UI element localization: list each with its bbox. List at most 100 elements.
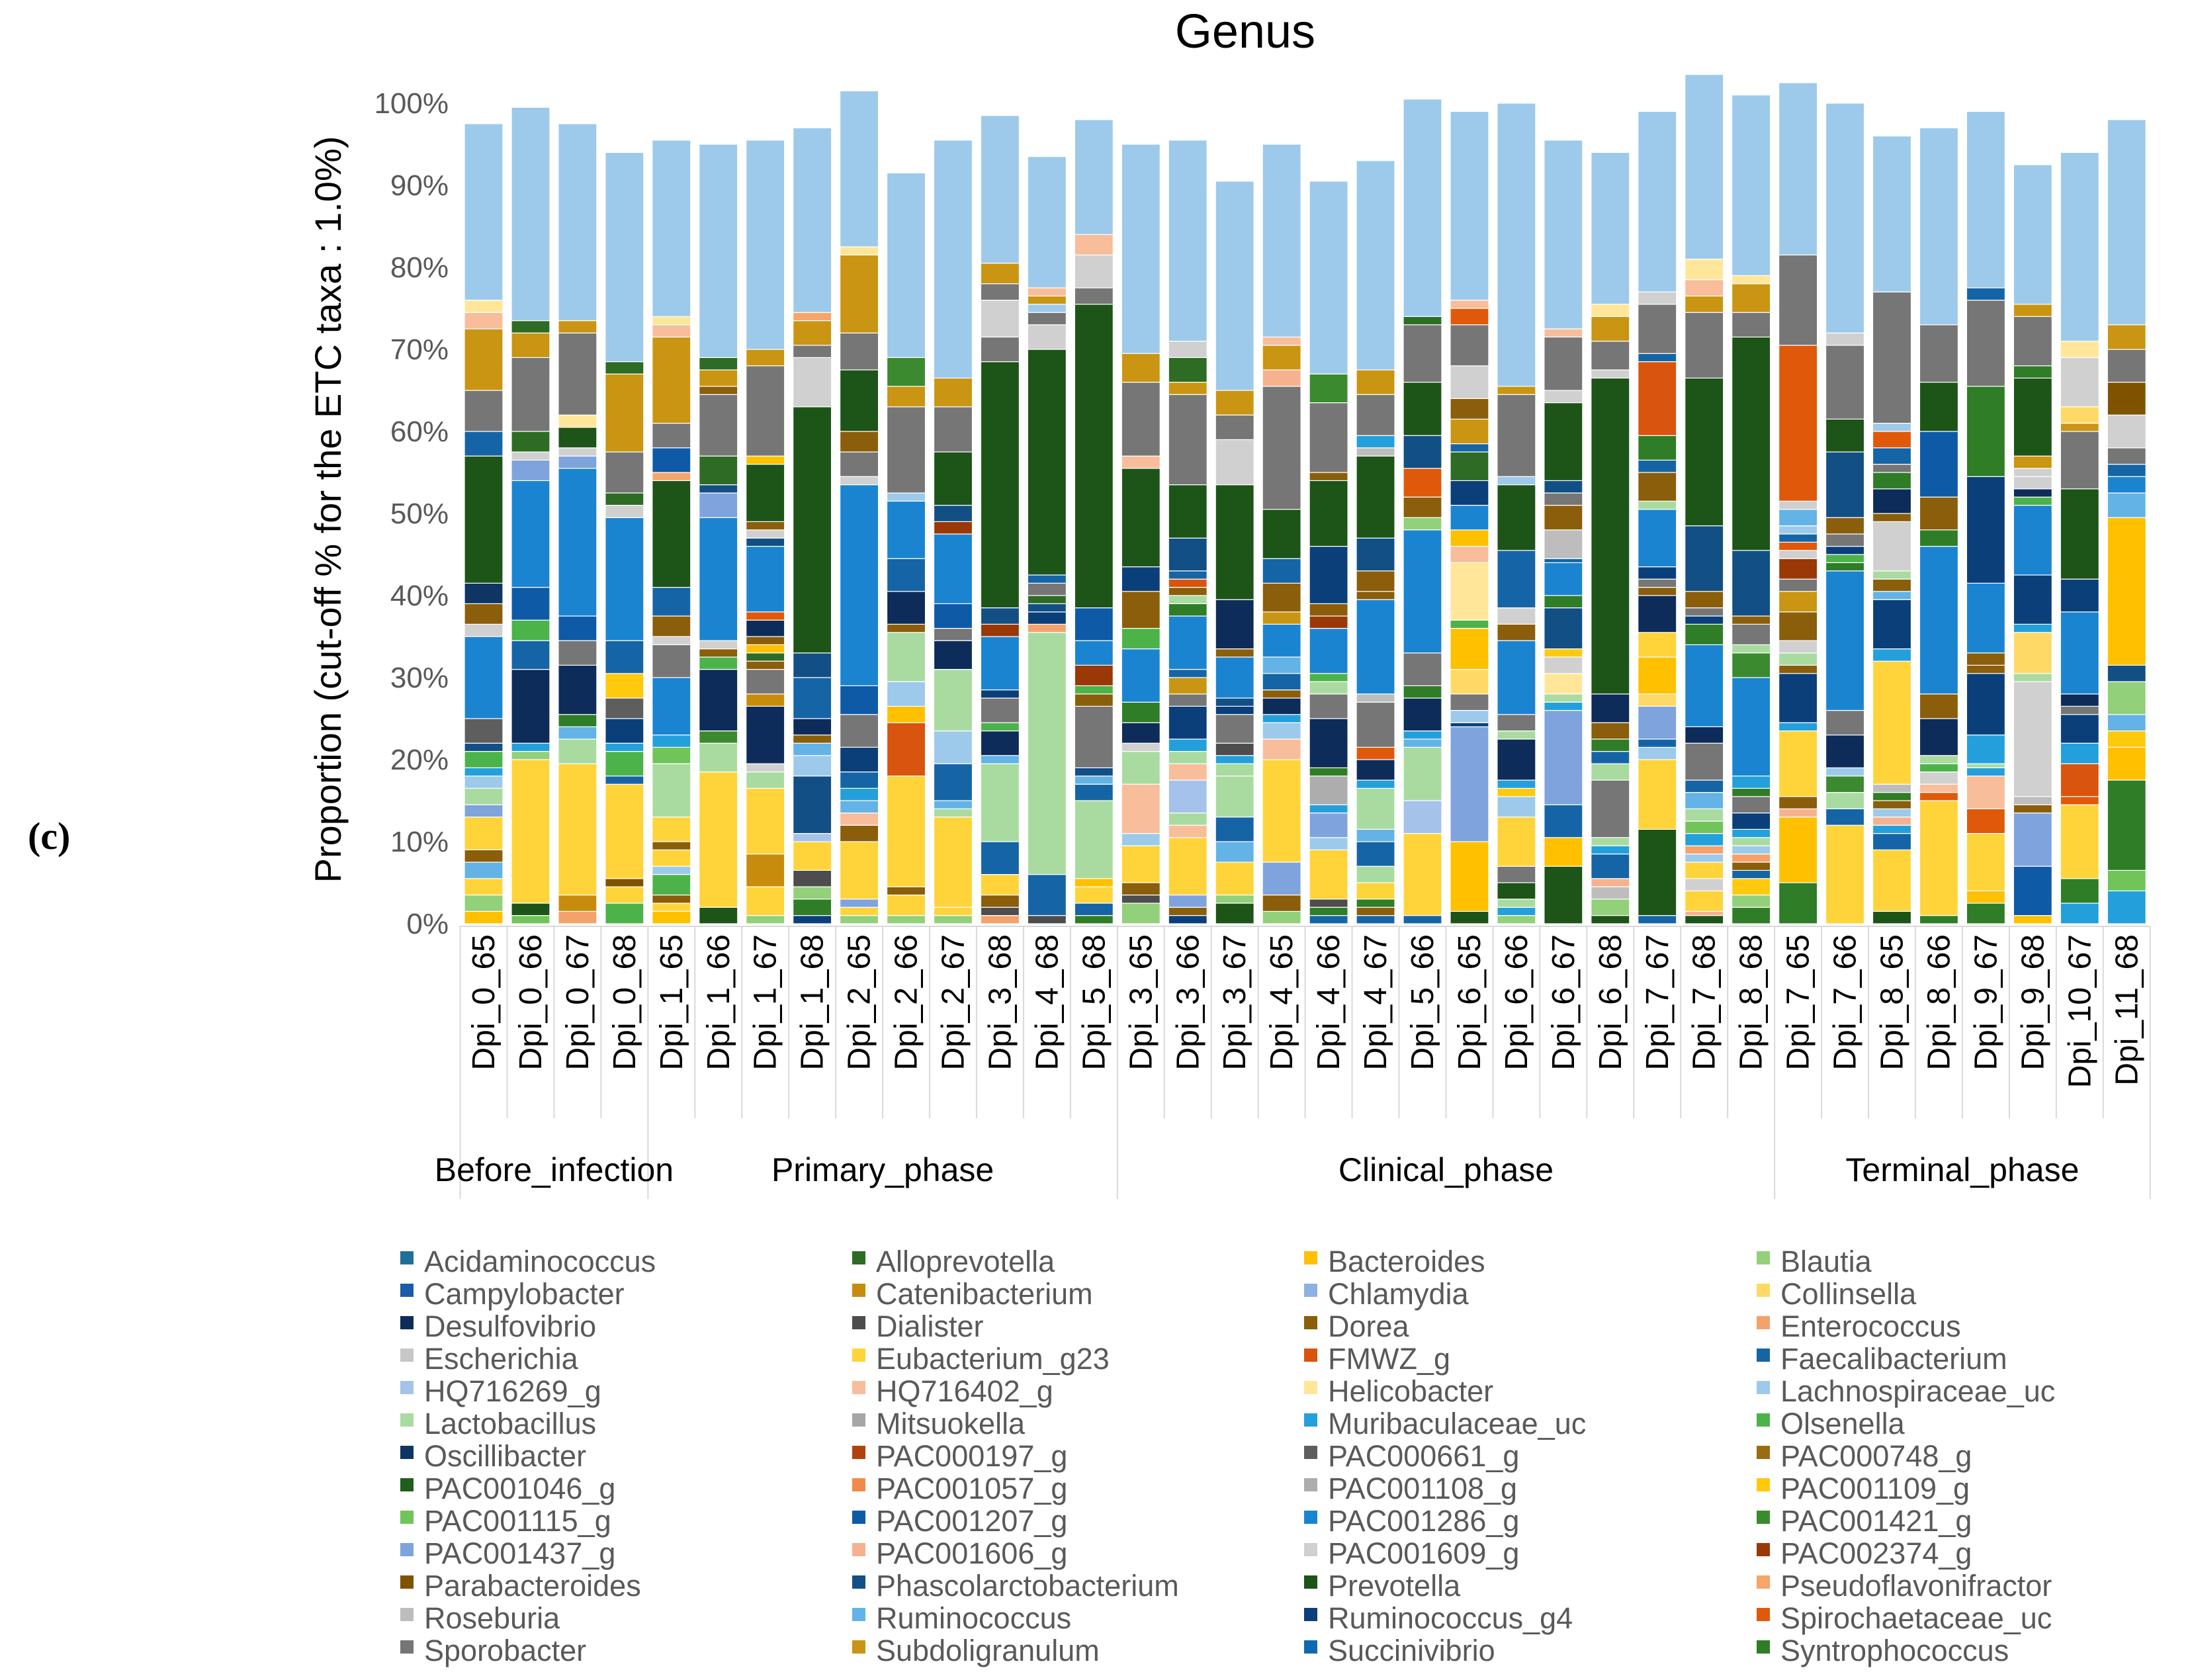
bar-segment-pac001437-g: [558, 455, 597, 469]
bar-segment-eubacterium-g23: [886, 894, 926, 916]
legend-swatch: [400, 1413, 414, 1427]
bar-segment-lachnospiraceae-uc: [1497, 476, 1536, 486]
bar-segment-syntrophococcus: [1168, 603, 1207, 617]
bar-segment-muribaculaceae-uc: [652, 734, 691, 748]
bar-segment-sporobacter: [652, 422, 691, 449]
bar-segment-faecalibacterium: [1168, 570, 1207, 580]
bar-segment-prevotella: [1685, 914, 1724, 924]
bar-segment-fmwz-g: [2060, 763, 2099, 797]
bar-segment-olsenella: [464, 750, 504, 768]
bar-segment-etc: [1497, 103, 1536, 387]
bar-segment-ruminococcus-g4: [605, 718, 644, 744]
bar-segment-desulfovibrio: [793, 718, 832, 736]
legend-label: Escherichia: [424, 1342, 579, 1376]
bar-segment-alloprevotella: [1403, 316, 1442, 326]
bar-segment-prevotella: [1638, 828, 1677, 916]
bar-segment-olsenella: [605, 750, 644, 777]
bar-segment-pac000661-g: [464, 718, 504, 744]
bar-segment-eubacterium-g23: [1872, 660, 1912, 785]
bar-segment-syntrophococcus: [793, 899, 832, 916]
bar-segment-prevotella: [2013, 377, 2052, 457]
bar-segment-dorea: [1778, 796, 1818, 810]
bar-segment-blautia: [839, 914, 879, 924]
bar-segment-lachnospiraceae-uc: [1872, 808, 1912, 818]
legend-label: PAC001046_g: [424, 1472, 615, 1505]
legend: Acidaminococcus Alloprevotella Bacteroides…: [400, 1245, 2055, 1667]
bar-segment-lactobacillus: [1215, 763, 1254, 777]
bar-segment-syntrophococcus: [1638, 435, 1677, 461]
bar-segment-pac001609-g: [2013, 476, 2052, 490]
bar-segment-pac002374-g: [1074, 664, 1114, 687]
bar-segment-pac001207-g: [558, 615, 597, 641]
legend-swatch: [400, 1251, 414, 1264]
bar-segment-ruminococcus-g4: [1685, 615, 1724, 625]
bar-segment-eubacterium-g23: [1262, 759, 1301, 863]
legend-label: Dorea: [1328, 1309, 1410, 1343]
bar-segment-pac001609-g: [464, 623, 504, 637]
bar-segment-sporobacter: [886, 406, 926, 494]
bar-segment-pac001421-g: [699, 730, 738, 744]
bar-segment-sporobacter: [1544, 492, 1583, 506]
bar-segment-subdoligranulum: [511, 332, 550, 359]
bar-segment-lactobacillus: [1544, 693, 1583, 703]
legend-swatch: [400, 1575, 414, 1589]
bar-segment-syntrophococcus: [1685, 623, 1724, 646]
legend-label: FMWZ_g: [1328, 1342, 1450, 1376]
bar-segment-sporobacter: [558, 332, 597, 416]
legend-swatch: [400, 1608, 414, 1621]
legend-label: Eubacterium_g23: [876, 1342, 1110, 1376]
bar-segment-collinsella: [2013, 632, 2052, 674]
bar-segment-eubacterium-g23: [464, 878, 504, 896]
bar-segment-muribaculaceae-uc: [1262, 714, 1301, 723]
bar-segment-etc: [1356, 160, 1395, 371]
bar-segment-sporobacter: [1732, 796, 1771, 814]
y-tick-label: 20%: [390, 744, 449, 776]
bar-segment-desulfovibrio: [933, 640, 973, 670]
bar-segment-pac001609-g: [839, 476, 879, 486]
bar-segment-pac001207-g: [1919, 431, 1959, 498]
legend-label: Dialister: [876, 1309, 984, 1343]
bar-segment-subdoligranulum: [1168, 381, 1207, 395]
bar-segment-pac001286-g: [1168, 615, 1207, 670]
bar-segment-prevotella: [839, 369, 879, 432]
bar-segment-dorea: [980, 894, 1020, 908]
bar-segment-desulfovibrio: [2013, 488, 2052, 498]
bar-segment-faecalibacterium: [1966, 287, 2005, 301]
bar-segment-fmwz-g: [1168, 578, 1207, 588]
bar-segment-dorea: [1309, 603, 1348, 617]
x-category-label: Dpi_7_65: [1781, 934, 1816, 1071]
legend-label: PAC001286_g: [1328, 1504, 1519, 1538]
bar-segment-faecalibacterium: [1027, 574, 1067, 584]
bar-segment-pac001609-g: [1074, 254, 1114, 288]
bar-segment-blautia: [1591, 899, 1630, 916]
bar-segment-ruminococcus: [1074, 775, 1114, 785]
bar-segment-prevotella: [1450, 910, 1489, 924]
bar-segment-eubacterium-g23: [558, 763, 597, 896]
bar-segment-sporobacter: [1450, 693, 1489, 711]
bar-segment-eubacterium-g23: [1309, 849, 1348, 900]
x-category-label: Dpi_0_68: [607, 934, 642, 1071]
bar-segment-olsenella: [1919, 763, 1959, 773]
legend-swatch: [1304, 1251, 1317, 1264]
legend-swatch: [1304, 1640, 1317, 1654]
legend-label: Mitsuokella: [876, 1407, 1026, 1440]
x-axis: Dpi_0_65 Dpi_0_66 Dpi_0_67 Dpi_0_68 Dpi_1_65…: [435, 926, 2151, 1199]
x-category-label: Dpi_8_65: [1875, 934, 1910, 1071]
bar-segment-lachnospiraceae-uc: [1825, 767, 1865, 777]
bar-segment-faecalibacterium: [1544, 558, 1583, 564]
bar-segment-faecalibacterium: [1074, 903, 1114, 916]
bar-segment-alloprevotella: [1168, 357, 1207, 383]
bar-segment-faecalibacterium: [1778, 533, 1818, 543]
bar-segment-ruminococcus-g4: [2060, 714, 2099, 744]
bar-segment-eubacterium-g23: [980, 873, 1020, 896]
bar-segment-dorea: [1262, 894, 1301, 912]
bar-segment-subdoligranulum: [558, 320, 597, 333]
bar-segment-pac001609-g: [1591, 369, 1630, 378]
x-category-label: Dpi_3_67: [1217, 934, 1252, 1071]
bar-segment-alloprevotella: [699, 357, 738, 371]
bar-segment-ruminococcus: [1262, 656, 1301, 674]
bar-segment-dorea: [1778, 611, 1818, 641]
bar-segment-prevotella: [1027, 349, 1067, 576]
legend-swatch: [1304, 1575, 1317, 1589]
bar-segment-dorea: [464, 849, 504, 863]
